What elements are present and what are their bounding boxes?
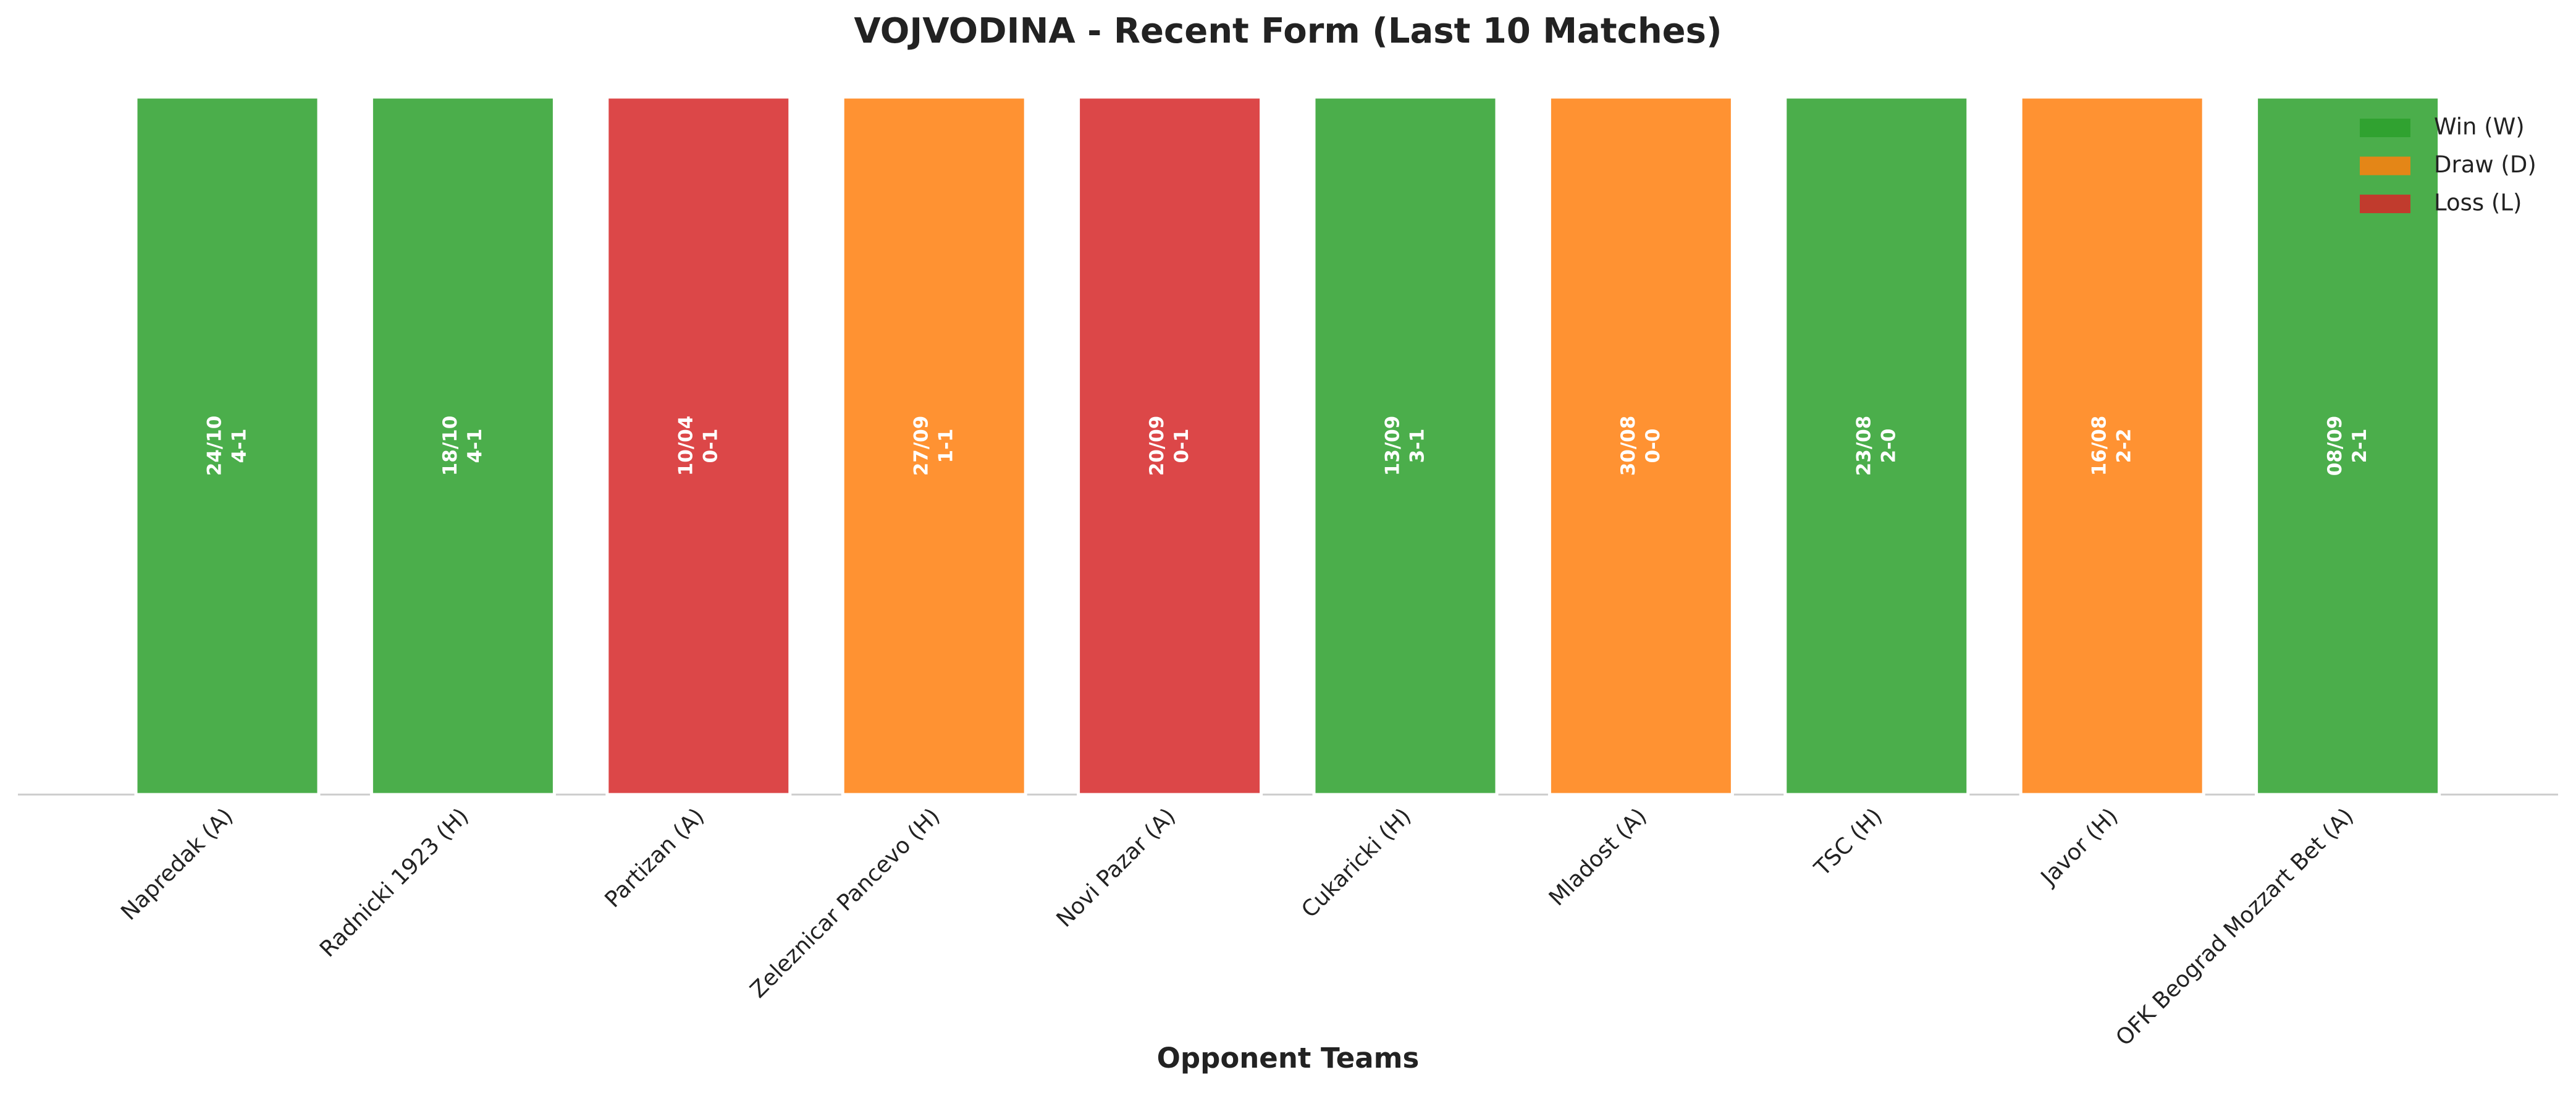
x-tick-label: Novi Pazar (A) — [1052, 803, 1181, 932]
score-label: 1-1 — [935, 428, 958, 463]
x-axis-label: Opponent Teams — [1157, 1042, 1420, 1074]
bar — [134, 95, 321, 796]
bar — [1312, 95, 1499, 796]
bar — [2255, 95, 2441, 796]
score-label: 0-0 — [1642, 428, 1664, 463]
legend-swatch — [2360, 195, 2410, 213]
date-label: 10/04 — [675, 416, 697, 476]
score-label: 4-1 — [464, 428, 486, 463]
score-label: 0-1 — [1171, 428, 1193, 463]
date-label: 20/09 — [1146, 416, 1168, 476]
date-label: 18/10 — [439, 416, 461, 476]
bar — [369, 95, 556, 796]
score-label: 0-1 — [699, 428, 722, 463]
x-tick-label: Cukaricki (H) — [1297, 803, 1416, 922]
bar — [841, 95, 1027, 796]
score-label: 2-1 — [2349, 428, 2371, 463]
bar — [2019, 95, 2205, 796]
x-tick-label: Napredak (A) — [116, 803, 238, 925]
date-label: 13/09 — [1382, 416, 1404, 476]
x-tick-label: TSC (H) — [1809, 803, 1887, 881]
date-label: 24/10 — [204, 416, 226, 476]
x-tick-label: Partizan (A) — [600, 803, 709, 913]
x-tick-label: Zeleznicar Pancevo (H) — [746, 803, 945, 1003]
legend-label: Draw (D) — [2434, 151, 2536, 178]
score-label: 2-2 — [2113, 428, 2136, 463]
legend-label: Loss (L) — [2434, 190, 2522, 216]
x-tick-label: Mladost (A) — [1544, 803, 1652, 911]
chart-title: VOJVODINA - Recent Form (Last 10 Matches… — [854, 11, 1722, 51]
legend-swatch — [2360, 119, 2410, 137]
date-label: 16/08 — [2089, 416, 2111, 476]
date-label: 08/09 — [2324, 416, 2346, 476]
date-label: 27/09 — [911, 416, 933, 476]
x-tick-label: Javor (H) — [2035, 803, 2123, 891]
date-label: 30/08 — [1617, 416, 1639, 476]
legend-label: Win (W) — [2434, 114, 2525, 140]
date-label: 23/08 — [1853, 416, 1875, 476]
legend-swatch — [2360, 156, 2410, 175]
score-label: 2-0 — [1877, 428, 1900, 463]
bar — [1547, 95, 1734, 796]
score-label: 3-1 — [1407, 428, 1429, 463]
bar — [1783, 95, 1970, 796]
bar — [1077, 95, 1263, 796]
x-tick-label: OFK Beograd Mozzart Bet (A) — [2111, 803, 2359, 1051]
score-label: 4-1 — [229, 428, 251, 463]
bar — [605, 95, 792, 796]
x-tick-label: Radnicki 1923 (H) — [315, 803, 474, 962]
